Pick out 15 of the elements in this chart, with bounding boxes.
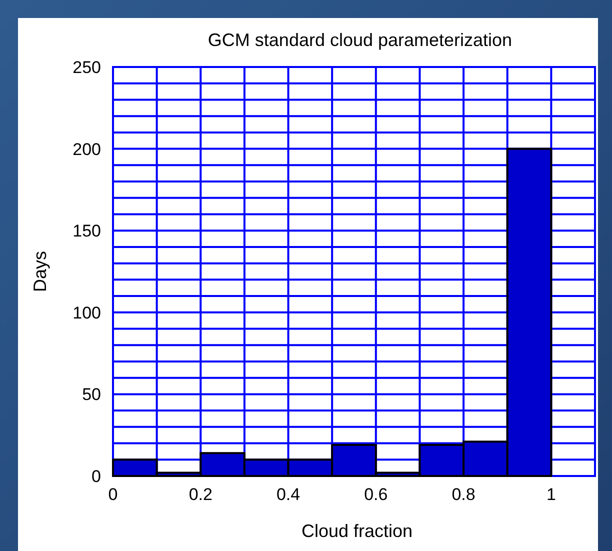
- y-tick-label: 150: [72, 222, 101, 241]
- x-tick-label: 1: [546, 485, 556, 504]
- x-tick-label: 0.8: [452, 485, 476, 504]
- y-tick-label: 50: [82, 385, 101, 404]
- y-tick-label: 250: [72, 58, 101, 77]
- y-tick-label: 200: [72, 140, 101, 159]
- x-tick-label: 0.2: [188, 485, 212, 504]
- y-tick-label: 0: [92, 467, 101, 486]
- x-tick-label: 0.4: [276, 485, 300, 504]
- y-tick-label: 100: [72, 303, 101, 322]
- x-tick-label: 0.6: [364, 485, 388, 504]
- chart-title: GCM standard cloud parameterization: [208, 30, 512, 50]
- x-axis-title: Cloud fraction: [301, 521, 413, 541]
- x-tick-label: 0: [108, 485, 118, 504]
- y-axis-title: Days: [30, 250, 50, 292]
